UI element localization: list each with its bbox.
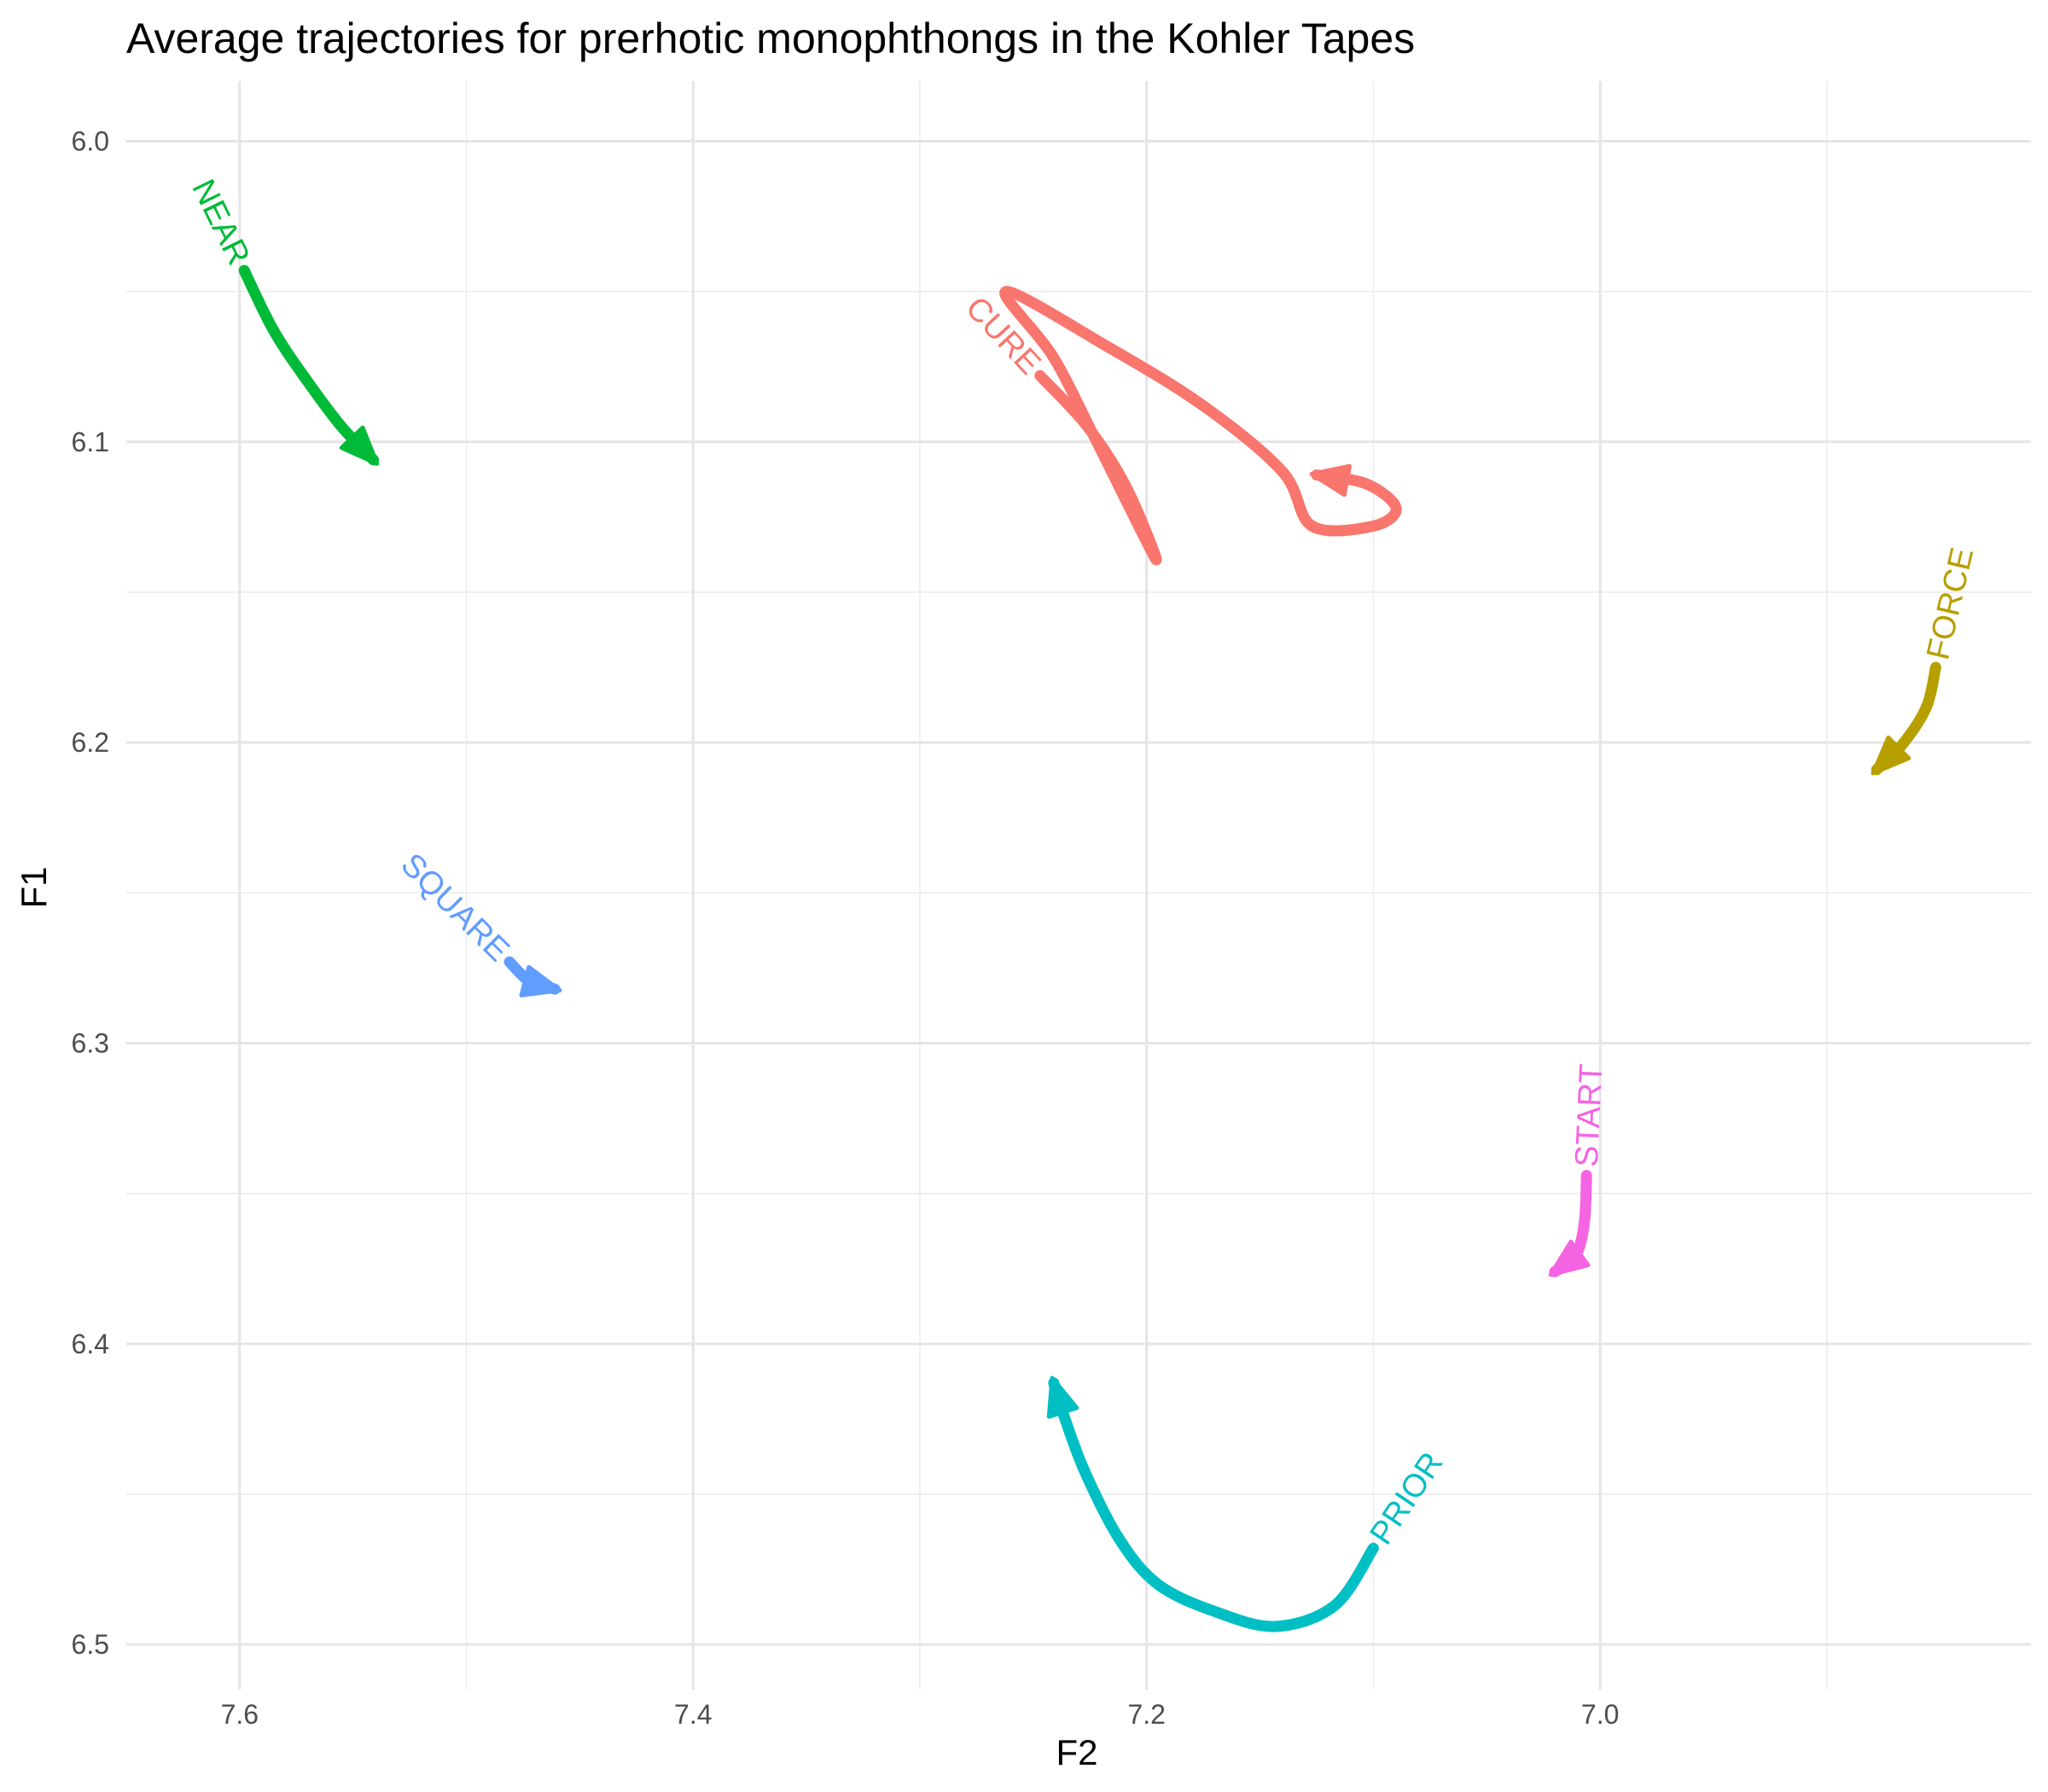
trajectories [238,265,1941,1632]
trajectory-label-start: START [1569,1063,1610,1168]
chart-title: Average trajectories for prerhotic monop… [126,15,1415,62]
x-axis-title: F2 [1056,1732,1097,1772]
y-axis-title: F1 [14,866,54,908]
tick-labels: 7.6 7.4 7.2 7.0 6.0 6.1 6.2 6.3 6.4 6.5 [72,125,1620,1730]
trajectory-line-cure [999,286,1402,566]
trajectory-arrowhead-square [519,964,562,998]
trajectory-label-near: NEAR [184,174,256,271]
trajectory-cure [999,286,1402,566]
trajectory-prior [1046,1376,1379,1632]
x-tick-label: 7.6 [221,1699,259,1730]
trajectory-start [1548,1170,1592,1277]
trajectory-arrowhead-force [1871,735,1911,776]
trajectory-square [503,956,562,998]
trajectory-label-square: SQUARE [393,847,515,969]
trajectory-label-prior: PRIOR [1364,1446,1451,1551]
y-tick-label: 6.4 [72,1329,109,1359]
trajectory-line-prior [1048,1377,1379,1632]
trajectory-arrowhead-cure [1309,463,1352,497]
grid [126,81,2031,1690]
y-tick-label: 6.1 [72,427,109,457]
y-tick-label: 6.2 [72,727,109,758]
trajectory-arrowhead-near [339,425,380,466]
y-tick-label: 6.3 [72,1027,109,1058]
trajectory-arrowhead-start [1548,1239,1591,1277]
x-tick-label: 7.0 [1581,1699,1619,1730]
trajectory-near [238,265,380,466]
trajectory-force [1871,661,1941,776]
x-tick-label: 7.2 [1127,1699,1165,1730]
trajectory-label-force: FORCE [1920,544,1981,663]
trajectory-line-near [238,265,380,466]
x-tick-label: 7.4 [674,1699,712,1730]
trajectory-arrowhead-prior [1046,1376,1079,1419]
y-tick-label: 6.5 [72,1629,109,1660]
y-tick-label: 6.0 [72,125,109,156]
